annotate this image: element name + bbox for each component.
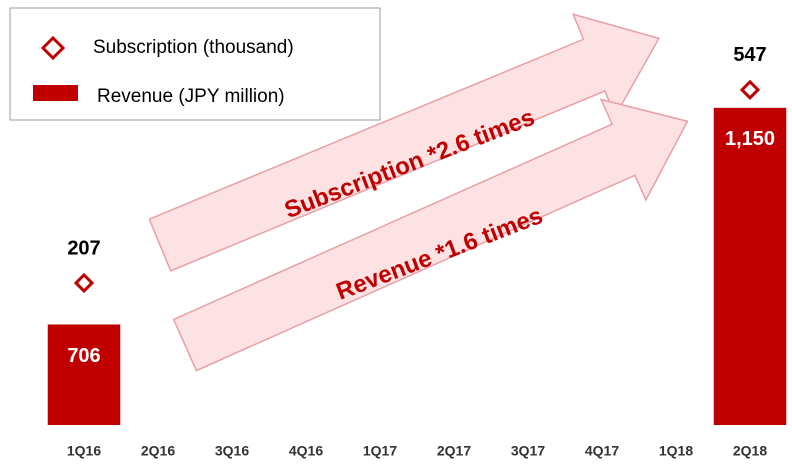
x-tick-label: 2Q18 [733,443,767,459]
legend-box [9,7,381,121]
legend-marker [33,85,78,101]
arrow [172,98,689,372]
x-tick-label: 1Q18 [659,443,693,459]
x-tick-label: 4Q17 [585,443,619,459]
legend-label: Subscription (thousand) [93,37,294,58]
data-label: 547 [733,44,766,66]
data-label: 207 [67,237,100,259]
legend-label: Revenue (JPY million) [97,86,285,107]
x-tick-label: 4Q16 [289,443,323,459]
x-tick-label: 1Q17 [363,443,397,459]
bar [713,107,787,425]
x-tick-label: 3Q16 [215,443,249,459]
x-tick-label: 1Q16 [67,443,101,459]
bar [47,324,121,425]
data-label: 1,150 [725,128,775,150]
x-tick-label: 2Q17 [437,443,471,459]
arrow [148,13,661,272]
legend-marker [40,35,66,61]
x-tick-label: 2Q16 [141,443,175,459]
data-label: 706 [67,345,100,367]
x-tick-label: 3Q17 [511,443,545,459]
marker [739,79,761,100]
marker [73,272,95,294]
